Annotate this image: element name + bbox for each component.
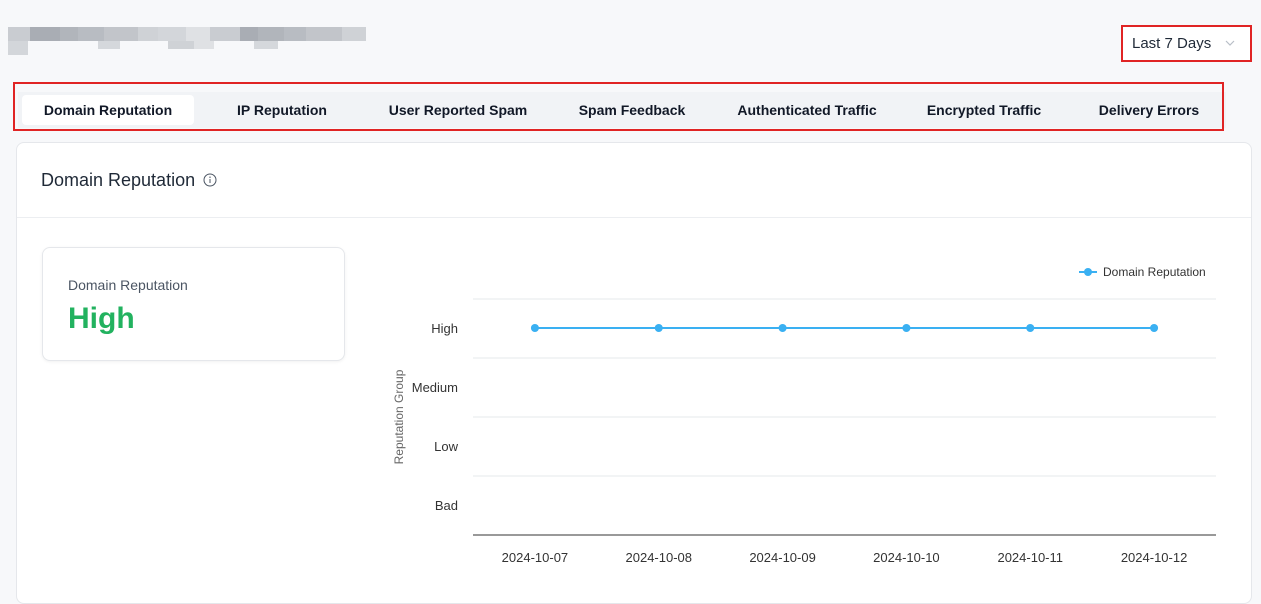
info-circle-icon[interactable] bbox=[203, 173, 217, 187]
reputation-stat-box: Domain Reputation High bbox=[42, 247, 345, 361]
card-title: Domain Reputation bbox=[41, 169, 196, 190]
stat-value: High bbox=[68, 302, 135, 335]
data-point bbox=[654, 324, 663, 332]
tabs-highlight-box bbox=[13, 82, 1224, 131]
x-tick-label: 2024-10-10 bbox=[873, 550, 940, 565]
tab-encrypted-traffic[interactable]: Encrypted Traffic bbox=[926, 102, 1042, 118]
x-tick-label: 2024-10-12 bbox=[1121, 550, 1188, 565]
x-tick-label: 2024-10-11 bbox=[997, 550, 1063, 565]
y-axis-label: Reputation Group bbox=[392, 369, 406, 464]
y-tick-label: High bbox=[431, 321, 458, 336]
tab-delivery-errors[interactable]: Delivery Errors bbox=[1098, 102, 1200, 118]
tab-bar: Domain Reputation IP Reputation User Rep… bbox=[18, 92, 1226, 128]
x-tick-label: 2024-10-08 bbox=[626, 550, 693, 565]
tab-domain-reputation[interactable]: Domain Reputation bbox=[22, 95, 194, 125]
tab-user-reported-spam[interactable]: User Reported Spam bbox=[388, 102, 528, 118]
data-point bbox=[902, 324, 911, 332]
y-tick-label: Low bbox=[434, 439, 458, 454]
y-tick-label: Medium bbox=[412, 380, 458, 395]
data-point bbox=[778, 324, 787, 332]
card-header: Domain Reputation bbox=[17, 143, 1251, 218]
legend-label: Domain Reputation bbox=[1103, 265, 1206, 279]
y-tick-label: Bad bbox=[435, 498, 458, 513]
tab-ip-reputation[interactable]: IP Reputation bbox=[237, 102, 327, 118]
chevron-down-icon bbox=[1225, 38, 1235, 49]
x-tick-label: 2024-10-07 bbox=[502, 550, 569, 565]
tab-authenticated-traffic[interactable]: Authenticated Traffic bbox=[737, 102, 877, 118]
period-select-value: Last 7 Days bbox=[1132, 35, 1212, 52]
reputation-chart: Bad Low Medium High Reputation Group 2024-10-… bbox=[392, 265, 1216, 565]
tab-spam-feedback[interactable]: Spam Feedback bbox=[578, 102, 686, 118]
data-point bbox=[1150, 324, 1159, 332]
stat-label: Domain Reputation bbox=[68, 277, 188, 293]
data-point bbox=[1026, 324, 1035, 332]
x-tick-label: 2024-10-09 bbox=[749, 550, 816, 565]
domain-reputation-card: Domain Reputation Domain Reputation High… bbox=[16, 142, 1252, 604]
redacted-title bbox=[8, 27, 368, 55]
legend-marker bbox=[1084, 268, 1092, 276]
period-select[interactable]: Last 7 Days bbox=[1121, 25, 1252, 62]
data-point bbox=[530, 324, 539, 332]
